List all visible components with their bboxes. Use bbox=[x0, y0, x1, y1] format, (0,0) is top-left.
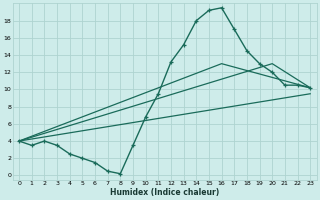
X-axis label: Humidex (Indice chaleur): Humidex (Indice chaleur) bbox=[110, 188, 219, 197]
